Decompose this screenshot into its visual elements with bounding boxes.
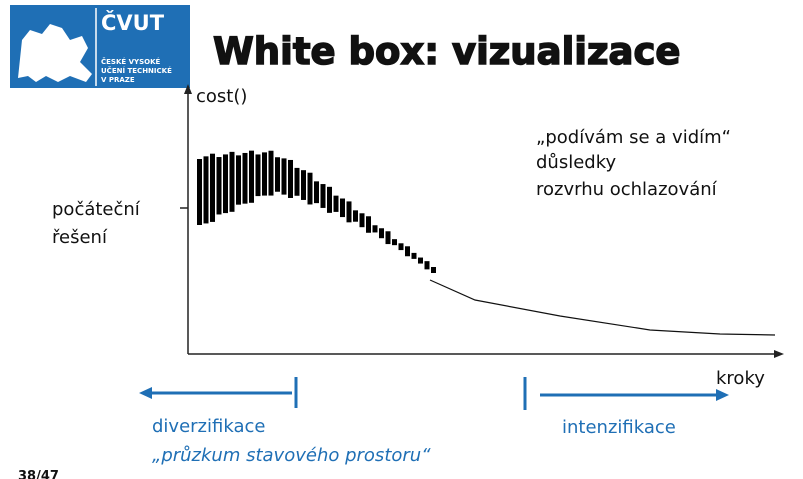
cost-sample bbox=[236, 155, 241, 205]
cost-sample bbox=[301, 170, 306, 200]
y-axis-label: cost() bbox=[196, 86, 247, 107]
phase-label: diverzifikace bbox=[152, 416, 265, 437]
cost-sample bbox=[366, 216, 371, 233]
cost-sample bbox=[223, 154, 228, 214]
cost-sample bbox=[320, 184, 326, 208]
logo-lion bbox=[18, 24, 92, 82]
cost-sample bbox=[281, 158, 287, 195]
cost-sample bbox=[288, 159, 293, 198]
x-axis-arrow bbox=[774, 350, 784, 358]
logo-line: ČESKÉ VYSOKÉ bbox=[101, 57, 161, 66]
logo-line: UČENÍ TECHNICKÉ bbox=[101, 66, 172, 75]
cost-sample bbox=[372, 225, 378, 233]
cost-sample bbox=[392, 239, 397, 246]
cost-sample bbox=[398, 243, 404, 251]
phase-label: intenzifikace bbox=[562, 417, 676, 438]
cost-sample bbox=[249, 150, 254, 203]
note: „podívám se a vidím“ bbox=[536, 127, 731, 148]
cost-sample bbox=[197, 159, 202, 225]
cost-sample bbox=[424, 261, 430, 270]
cost-sample bbox=[262, 152, 267, 196]
left-arrow-head bbox=[139, 387, 152, 399]
y-axis-arrow bbox=[184, 84, 192, 94]
cost-curve bbox=[429, 279, 776, 336]
page-number: 38/47 bbox=[18, 469, 59, 479]
plot bbox=[180, 84, 784, 358]
right-arrow-head bbox=[716, 389, 729, 401]
slide-title: White box: vizualizace bbox=[213, 30, 681, 73]
cost-sample bbox=[216, 157, 222, 215]
cost-sample bbox=[379, 228, 384, 239]
cost-sample bbox=[210, 153, 215, 222]
phases bbox=[139, 377, 729, 410]
phase-sublabel: „průzkum stavového prostoru“ bbox=[152, 445, 431, 466]
cost-sample bbox=[255, 154, 261, 197]
cost-sample bbox=[307, 172, 313, 205]
note: důsledky bbox=[536, 152, 616, 173]
cost-sample bbox=[229, 151, 235, 212]
logo-line: V PRAZE bbox=[101, 76, 135, 84]
cost-sample bbox=[275, 157, 280, 192]
cost-sample bbox=[333, 195, 339, 212]
cost-sample bbox=[294, 167, 300, 196]
x-axis-label: kroky bbox=[716, 368, 765, 389]
cost-sample bbox=[411, 252, 417, 259]
cost-sample bbox=[346, 201, 352, 223]
start-label: řešení bbox=[52, 227, 108, 248]
cost-sample bbox=[327, 186, 332, 213]
cost-sample bbox=[385, 231, 391, 245]
cost-sample bbox=[405, 246, 410, 257]
cost-sample bbox=[268, 150, 274, 196]
cost-sample bbox=[340, 198, 345, 218]
cost-sample bbox=[203, 156, 209, 224]
start-label: počáteční bbox=[52, 199, 141, 220]
cost-sample bbox=[353, 210, 358, 222]
cost-sample bbox=[242, 152, 248, 204]
cost-sample bbox=[431, 267, 436, 273]
cost-sample bbox=[359, 213, 365, 228]
cost-sample bbox=[314, 181, 319, 204]
cost-sample bbox=[418, 257, 423, 264]
logo-name: ČVUT bbox=[101, 10, 165, 35]
note: rozvrhu ochlazování bbox=[536, 179, 718, 200]
